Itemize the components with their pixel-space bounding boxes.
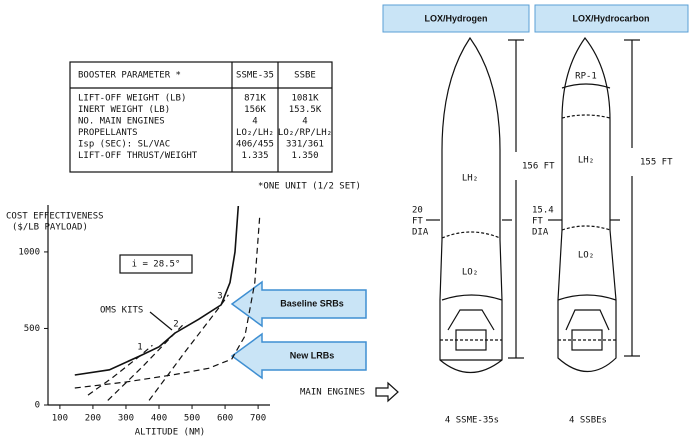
table-cell: LO₂/LH₂ bbox=[236, 128, 274, 138]
table-cell: NO. MAIN ENGINES bbox=[78, 117, 165, 127]
height-label: 156 FT bbox=[522, 162, 555, 172]
callout-label: New LRBs bbox=[290, 350, 335, 360]
table-cell: 156K bbox=[244, 105, 266, 115]
diameter-label: DIA bbox=[532, 228, 549, 238]
y-axis-label: COST EFFECTIVENESS bbox=[6, 212, 104, 222]
table-cell: INERT WEIGHT (LB) bbox=[78, 105, 170, 115]
title-box bbox=[382, 4, 530, 33]
y-tick-label: 500 bbox=[24, 324, 40, 334]
x-tick-label: 600 bbox=[217, 414, 233, 424]
x-axis-label: ALTITUDE (NM) bbox=[135, 428, 205, 438]
x-tick-label: 700 bbox=[250, 414, 266, 424]
diameter-label: 20 bbox=[412, 206, 423, 216]
callout-label: Baseline SRBs bbox=[280, 298, 344, 308]
tank-label: LH₂ bbox=[578, 156, 594, 166]
table-cell: 1081K bbox=[291, 94, 319, 104]
height-label: 155 FT bbox=[640, 158, 673, 168]
table-cell: PROPELLANTS bbox=[78, 128, 138, 138]
x-tick-label: 200 bbox=[85, 414, 101, 424]
table-cell: LIFT-OFF WEIGHT (LB) bbox=[78, 94, 186, 104]
table-cell: 406/455 bbox=[236, 140, 274, 150]
table-cell: Isp (SEC): SL/VAC bbox=[78, 140, 170, 150]
table-cell: 1.350 bbox=[291, 151, 318, 161]
table-cell: LO₂/RP/LH₂ bbox=[278, 128, 332, 138]
rocket-title: LOX/Hydrocarbon bbox=[572, 13, 649, 23]
table-cell: 331/361 bbox=[286, 140, 324, 150]
table-cell: 4 bbox=[252, 117, 257, 127]
tank-label: RP-1 bbox=[575, 72, 597, 82]
table-header: SSBE bbox=[294, 71, 316, 81]
x-tick-label: 400 bbox=[151, 414, 167, 424]
x-tick-label: 300 bbox=[118, 414, 134, 424]
diameter-label: DIA bbox=[412, 228, 429, 238]
hollow-arrow bbox=[375, 381, 399, 403]
y-tick-label: 1000 bbox=[18, 247, 40, 257]
diameter-label: 15.4 bbox=[532, 206, 554, 216]
annotation: 1 bbox=[137, 343, 142, 353]
tank-label: LO₂ bbox=[578, 251, 594, 261]
callout-arrow bbox=[230, 280, 367, 328]
rocket-lox-hydrogen bbox=[439, 36, 503, 373]
annotation: OMS KITS bbox=[100, 306, 143, 316]
table-header: SSME-35 bbox=[236, 71, 274, 81]
main-engines-label: MAIN ENGINES bbox=[300, 388, 365, 398]
table-cell: 4 bbox=[302, 117, 307, 127]
data-line bbox=[74, 215, 261, 389]
data-line bbox=[148, 294, 229, 401]
x-tick-label: 500 bbox=[184, 414, 200, 424]
callout-arrow bbox=[230, 332, 367, 380]
diameter-label: FT bbox=[532, 217, 543, 227]
table-footnote: *ONE UNIT (1/2 SET) bbox=[258, 182, 361, 192]
table-header: BOOSTER PARAMETER * bbox=[78, 71, 181, 81]
annotation: i = 28.5° bbox=[132, 260, 181, 270]
engine-label: 4 SSME-35s bbox=[445, 416, 499, 426]
table-cell: 153.5K bbox=[289, 105, 322, 115]
rocket-title: LOX/Hydrogen bbox=[424, 13, 487, 23]
title-box bbox=[534, 4, 689, 33]
engine-label: 4 SSBEs bbox=[569, 416, 607, 426]
leader-line bbox=[149, 311, 173, 331]
table-cell: 1.335 bbox=[241, 151, 268, 161]
table-cell: LIFT-OFF THRUST/WEIGHT bbox=[78, 151, 198, 161]
annotation: 2 bbox=[173, 320, 178, 330]
annotation: 3 bbox=[217, 292, 222, 302]
tank-label: LH₂ bbox=[462, 174, 478, 184]
x-tick-label: 100 bbox=[52, 414, 68, 424]
tank-label: LO₂ bbox=[462, 268, 478, 278]
y-axis-label: ($/LB PAYLOAD) bbox=[12, 223, 88, 233]
data-line bbox=[74, 205, 240, 376]
table-cell: 871K bbox=[244, 94, 266, 104]
table-frame bbox=[69, 61, 333, 173]
inclination-box bbox=[119, 254, 193, 274]
diameter-label: FT bbox=[412, 217, 423, 227]
rocket-lox-hydrocarbon bbox=[557, 36, 617, 372]
data-line bbox=[107, 321, 186, 401]
data-line bbox=[87, 344, 153, 396]
y-tick-label: 0 bbox=[35, 401, 40, 411]
